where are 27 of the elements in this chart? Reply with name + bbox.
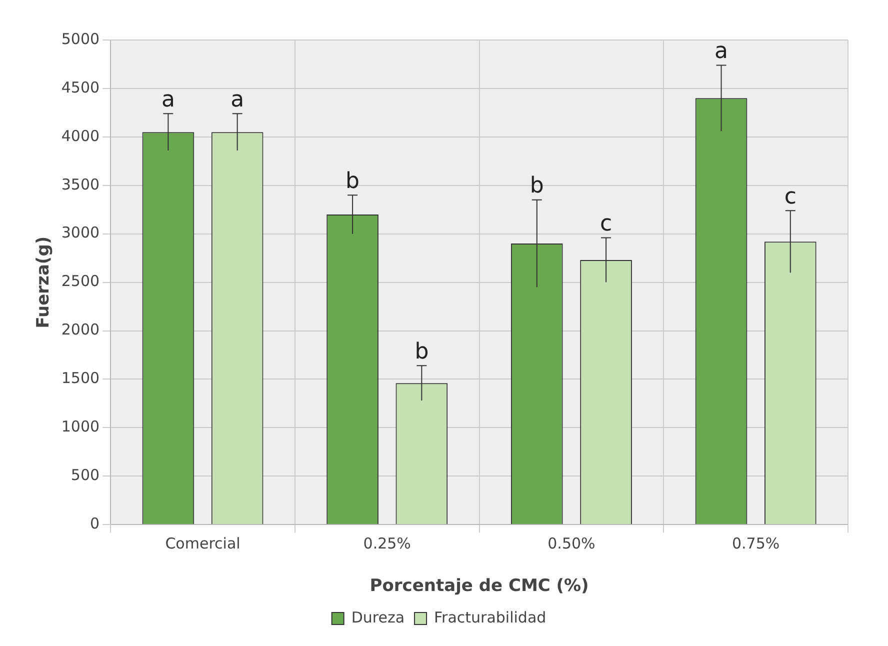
y-tick-label: 4500 [61,78,100,96]
y-tick-label: 5000 [61,30,100,48]
annotation: a [230,87,244,112]
y-tick-label: 3500 [61,175,100,194]
x-tick-label: Comercial [165,534,240,552]
y-tick-label: 2500 [61,272,100,290]
x-tick-label: 0.75% [732,534,780,552]
legend-label: Fracturabilidad [434,608,546,626]
x-axis-title: Porcentaje de CMC (%) [370,576,589,596]
y-tick-label: 3000 [61,224,100,242]
y-tick-label: 1500 [61,369,100,388]
y-tick-label: 2000 [61,320,100,339]
annotation: b [530,174,544,199]
annotation: c [600,211,612,236]
y-tick-label: 500 [70,466,100,484]
y-tick-label: 1000 [61,418,100,436]
x-tick-label: 0.50% [548,534,596,552]
x-tick-label: 0.25% [363,534,411,552]
y-axis-title: Fuerza(g) [34,236,54,328]
annotation: b [346,168,360,194]
annotation: c [784,184,796,210]
y-tick-label: 4000 [61,126,100,145]
legend-label: Dureza [351,608,405,626]
annotation: a [161,87,175,112]
annotation: a [714,38,728,64]
y-tick-label: 0 [90,514,100,532]
annotation: b [414,339,429,364]
